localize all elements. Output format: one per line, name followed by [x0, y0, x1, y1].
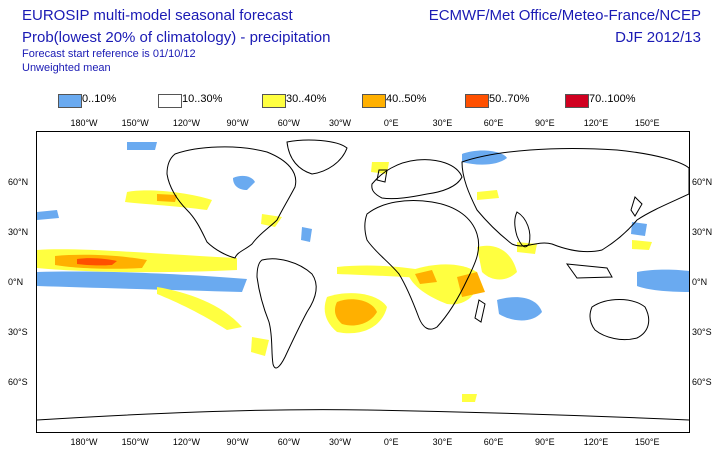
coast-indonesia — [565, 263, 613, 279]
patch-blue — [37, 210, 59, 220]
lon-label: 120°E — [583, 118, 609, 128]
title-line2: Prob(lowest 20% of climatology) - precip… — [22, 29, 331, 46]
legend-label: 50..70% — [489, 93, 530, 105]
patch-yellow — [157, 287, 242, 330]
patch-blue — [637, 269, 689, 292]
lon-label: 30°W — [328, 118, 352, 128]
probability-shading — [37, 142, 689, 402]
patch-yellow — [337, 265, 422, 278]
title-line1: EUROSIP multi-model seasonal forecast — [22, 7, 293, 24]
lat-label: 60°N — [692, 177, 713, 187]
coast-india — [514, 211, 531, 248]
patch-yellow — [462, 394, 477, 402]
legend-label: 40..50% — [386, 93, 427, 105]
patch-orange — [457, 272, 485, 297]
patch-blue — [497, 297, 542, 321]
coast-north-america — [166, 146, 297, 259]
patch-yellow — [371, 162, 389, 174]
lon-label: 90°E — [534, 118, 555, 128]
lon-label: 0°E — [383, 118, 399, 128]
lon-label: 90°W — [226, 437, 249, 447]
lon-label: 150°E — [634, 118, 660, 128]
coast-madagascar — [474, 299, 486, 323]
lat-label: 60°N — [8, 177, 29, 187]
lat-label: 30°S — [692, 327, 712, 337]
precipitation-probability-map — [36, 131, 690, 433]
patch-orange — [334, 299, 377, 326]
patch-yellow — [477, 245, 517, 280]
patch-yellow — [261, 214, 282, 227]
lat-label: 60°S — [692, 377, 712, 387]
legend-swatch — [465, 94, 489, 108]
coastlines — [37, 139, 689, 421]
patch-yellow — [632, 240, 652, 250]
mean-type: Unweighted mean — [22, 62, 111, 74]
patch-yellow — [251, 337, 269, 356]
legend-swatch — [262, 94, 286, 108]
coast-uk — [376, 169, 388, 183]
patch-yellow — [477, 190, 499, 200]
lon-label: 120°E — [583, 437, 609, 447]
map-canvas — [37, 139, 689, 421]
legend-label: 30..40% — [286, 93, 327, 105]
coast-greenland — [286, 139, 348, 175]
coast-africa — [364, 200, 480, 330]
lat-label: 30°N — [692, 227, 713, 237]
patch-orange — [157, 194, 177, 202]
lon-label: 180°W — [70, 118, 98, 128]
lon-label: 120°W — [172, 437, 200, 447]
patch-blue — [37, 271, 247, 292]
lon-label: 60°W — [277, 437, 300, 447]
lat-label: 0°N — [8, 277, 24, 287]
coast-australia — [589, 299, 650, 341]
lon-label: 30°W — [328, 437, 352, 447]
lon-label: 150°E — [634, 437, 660, 447]
coast-asia — [461, 148, 689, 253]
lat-label: 30°N — [8, 227, 29, 237]
lon-label: 60°W — [277, 118, 300, 128]
lon-label: 90°W — [226, 118, 249, 128]
lon-label: 180°W — [70, 437, 98, 447]
legend-swatch — [362, 94, 386, 108]
lat-label: 30°S — [8, 327, 28, 337]
lon-label: 60°E — [483, 118, 504, 128]
patch-red — [77, 258, 117, 266]
legend-label: 10..30% — [182, 93, 223, 105]
coast-south-america — [256, 258, 317, 369]
lon-label: 30°E — [432, 437, 453, 447]
coast-japan — [630, 196, 643, 217]
patch-orange — [415, 270, 437, 284]
lon-label: 150°W — [121, 437, 149, 447]
lon-label: 90°E — [534, 437, 555, 447]
legend-swatch — [565, 94, 589, 108]
coast-antarctica — [37, 409, 689, 421]
forecast-start: Forecast start reference is 01/10/12 — [22, 48, 196, 60]
legend-label: 0..10% — [82, 93, 117, 105]
patch-blue — [631, 222, 647, 236]
lat-label: 0°N — [692, 277, 708, 287]
legend-label: 70..100% — [589, 93, 636, 105]
lon-label: 150°W — [121, 118, 149, 128]
lon-label: 30°E — [432, 118, 453, 128]
lon-label: 120°W — [172, 118, 200, 128]
patch-blue — [127, 142, 157, 150]
patch-blue — [233, 175, 255, 190]
patch-blue — [301, 227, 312, 242]
coast-europe — [371, 159, 463, 200]
patch-blue — [462, 150, 507, 165]
legend-swatch — [158, 94, 182, 108]
lon-label: 60°E — [483, 437, 504, 447]
lon-label: 0°E — [383, 437, 399, 447]
centres: ECMWF/Met Office/Meteo-France/NCEP — [428, 7, 701, 24]
legend-swatch — [58, 94, 82, 108]
season: DJF 2012/13 — [615, 29, 701, 46]
lat-label: 60°S — [8, 377, 28, 387]
